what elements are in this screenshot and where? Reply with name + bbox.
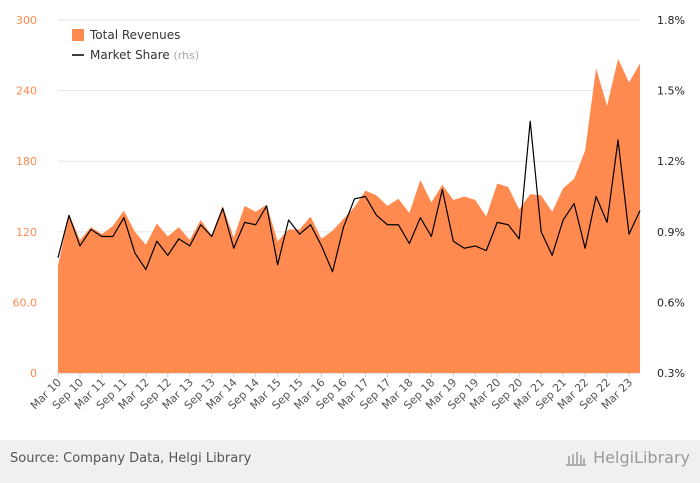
right-y-tick-label: 0.6% (657, 296, 685, 309)
left-y-tick-label: 240 (16, 85, 37, 98)
legend-label-market-share: Market Share (rhs) (90, 48, 199, 62)
legend-rhs-suffix: (rhs) (174, 49, 200, 62)
right-y-tick-label: 0.3% (657, 367, 685, 380)
market-share-line (57, 120, 641, 273)
left-y-tick-label: 0 (30, 367, 37, 380)
left-y-tick-label: 60.0 (13, 296, 38, 309)
market-share-line-layer (57, 120, 641, 273)
left-y-tick-label: 120 (16, 226, 37, 239)
right-y-tick-label: 0.9% (657, 226, 685, 239)
right-y-axis: 0.3% 0.6% 0.9% 1.2% 1.5% 1.8% (657, 14, 685, 380)
right-y-tick-label: 1.2% (657, 155, 685, 168)
revenue-area-layer (58, 58, 640, 373)
logo-text: HelgiLibrary (593, 448, 690, 467)
left-y-tick-label: 180 (16, 155, 37, 168)
legend-swatch-total-revenues (72, 29, 84, 41)
combo-chart: 0 60.0 120 180 240 300 0.3% 0.6% 0.9% 1.2% 1.5% 1.… (13, 14, 686, 412)
right-y-tick-label: 1.5% (657, 85, 685, 98)
library-building-icon (566, 451, 587, 466)
legend-label-total-revenues: Total Revenues (89, 28, 180, 42)
right-y-tick-label: 1.8% (657, 14, 685, 27)
source-note: Source: Company Data, Helgi Library (10, 451, 252, 466)
legend: Total Revenues Market Share (rhs) (72, 28, 199, 62)
left-y-tick-label: 300 (16, 14, 37, 27)
helgi-library-logo: HelgiLibrary (565, 448, 690, 467)
left-y-axis: 0 60.0 120 180 240 300 (13, 14, 38, 380)
total-revenues-area (58, 58, 640, 373)
